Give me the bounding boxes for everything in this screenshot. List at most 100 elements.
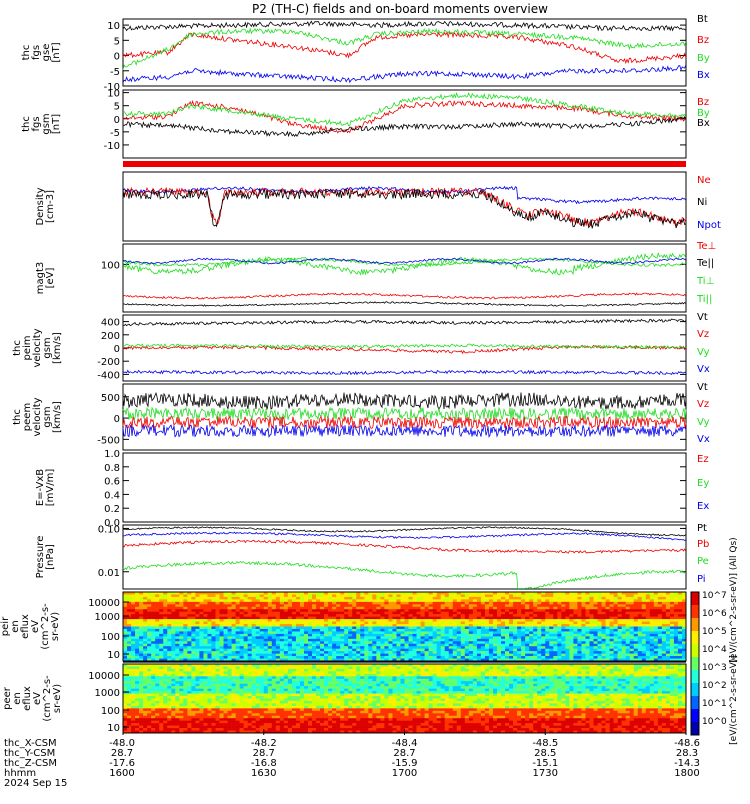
spectrogram-cell	[248, 649, 252, 652]
spectrogram-cell	[630, 674, 634, 677]
spectrogram-cell	[585, 619, 589, 622]
spectrogram-cell	[658, 671, 662, 674]
spectrogram-cell	[493, 617, 497, 620]
spectrogram-cell	[123, 631, 127, 634]
spectrogram-cell	[232, 602, 236, 605]
spectrogram-cell	[678, 639, 682, 642]
spectrogram-cell	[626, 609, 630, 612]
spectrogram-cell	[437, 627, 441, 630]
spectrogram-cell	[449, 612, 453, 615]
spectrogram-cell	[376, 624, 380, 627]
spectrogram-cell	[264, 624, 268, 627]
spectrogram-cell	[344, 654, 348, 657]
spectrogram-cell	[304, 651, 308, 654]
spectrogram-cell	[388, 646, 392, 649]
spectrogram-cell	[252, 646, 256, 649]
spectrogram-cell	[650, 597, 654, 600]
spectrogram-cell	[384, 639, 388, 642]
spectrogram-cell	[220, 612, 224, 615]
spectrogram-cell	[316, 607, 320, 610]
spectrogram-cell	[405, 656, 409, 659]
spectrogram-cell	[384, 656, 388, 659]
spectrogram-cell	[320, 649, 324, 652]
spectrogram-cell	[211, 656, 215, 659]
spectrogram-cell	[449, 617, 453, 620]
spectrogram-cell	[533, 634, 537, 637]
spectrogram-cell	[553, 604, 557, 607]
spectrogram-cell	[481, 629, 485, 632]
spectrogram-cell	[228, 674, 232, 677]
spectrogram-cell	[537, 627, 541, 630]
spectrogram-cell	[171, 666, 175, 669]
spectrogram-cell	[244, 619, 248, 622]
spectrogram-cell	[360, 624, 364, 627]
spectrogram-cell	[236, 666, 240, 669]
spectrogram-cell	[276, 604, 280, 607]
spectrogram-cell	[505, 654, 509, 657]
spectrogram-cell	[517, 644, 521, 647]
spectrogram-cell	[521, 602, 525, 605]
spectrogram-cell	[324, 636, 328, 639]
spectrogram-cell	[642, 619, 646, 622]
spectrogram-cell	[199, 649, 203, 652]
spectrogram-cell	[598, 622, 602, 625]
spectrogram-cell	[191, 629, 195, 632]
spectrogram-cell	[545, 666, 549, 669]
spectrogram-cell	[195, 624, 199, 627]
spectrogram-cell	[304, 674, 308, 677]
spectrogram-cell	[529, 622, 533, 625]
spectrogram-cell	[187, 646, 191, 649]
spectrogram-cell	[654, 649, 658, 652]
spectrogram-cell	[151, 619, 155, 622]
spectrogram-cell	[203, 641, 207, 644]
spectrogram-cell	[481, 646, 485, 649]
spectrogram-cell	[437, 602, 441, 605]
spectrogram-cell	[276, 641, 280, 644]
spectrogram-cell	[171, 674, 175, 677]
spectrogram-cell	[139, 656, 143, 659]
spectrogram-cell	[457, 676, 461, 679]
spectrogram-cell	[228, 641, 232, 644]
spectrogram-cell	[400, 609, 404, 612]
spectrogram-cell	[646, 631, 650, 634]
spectrogram-cell	[517, 614, 521, 617]
spectrogram-cell	[384, 627, 388, 630]
spectrogram-cell	[159, 634, 163, 637]
spectrogram-cell	[199, 624, 203, 627]
spectrogram-cell	[501, 666, 505, 669]
spectrogram-cell	[232, 599, 236, 602]
legend-vx: Vx	[697, 364, 710, 375]
spectrogram-cell	[489, 597, 493, 600]
spectrogram-cell	[533, 609, 537, 612]
spectrogram-cell	[461, 676, 465, 679]
spectrogram-cell	[360, 644, 364, 647]
spectrogram-cell	[626, 649, 630, 652]
spectrogram-cell	[292, 629, 296, 632]
spectrogram-cell	[123, 619, 127, 622]
spectrogram-cell	[276, 666, 280, 669]
spectrogram-cell	[465, 607, 469, 610]
spectrogram-cell	[123, 624, 127, 627]
spectrogram-cell	[529, 597, 533, 600]
spectrogram-cell	[581, 607, 585, 610]
spectrogram-cell	[260, 594, 264, 597]
spectrogram-cell	[529, 631, 533, 634]
spectrogram-cell	[585, 597, 589, 600]
spectrogram-cell	[529, 609, 533, 612]
spectrogram-cell	[674, 624, 678, 627]
spectrogram-cell	[557, 627, 561, 630]
spectrogram-cell	[348, 639, 352, 642]
spectrogram-cell	[328, 656, 332, 659]
spectrogram-cell	[469, 641, 473, 644]
spectrogram-cell	[380, 666, 384, 669]
spectrogram-cell	[417, 656, 421, 659]
spectrogram-cell	[131, 629, 135, 632]
spectrogram-cell	[260, 676, 264, 679]
spectrogram-cell	[674, 654, 678, 657]
spectrogram-cell	[513, 622, 517, 625]
spectrogram-cell	[437, 599, 441, 602]
spectrogram-cell	[384, 599, 388, 602]
spectrogram-cell	[594, 646, 598, 649]
spectrogram-cell	[179, 654, 183, 657]
spectrogram-cell	[594, 624, 598, 627]
